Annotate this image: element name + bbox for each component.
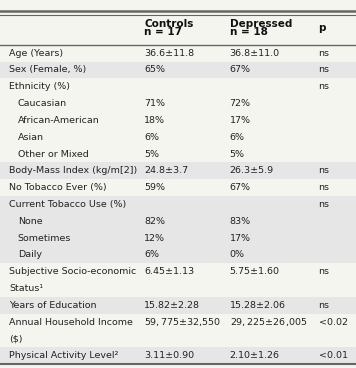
Text: 6%: 6%: [230, 133, 245, 142]
Bar: [0, 280, 356, 297]
Text: 3.11±0.90: 3.11±0.90: [144, 351, 194, 360]
Text: African-American: African-American: [18, 116, 100, 125]
Text: Sex (Female, %): Sex (Female, %): [9, 66, 86, 74]
Text: 18%: 18%: [144, 116, 165, 125]
Text: ns: ns: [319, 200, 330, 209]
Text: <0.02: <0.02: [319, 318, 347, 327]
Text: Current Tobacco Use (%): Current Tobacco Use (%): [9, 200, 126, 209]
Bar: [0, 45, 356, 61]
Bar: [0, 95, 356, 112]
Bar: [0, 61, 356, 78]
Text: 24.8±3.7: 24.8±3.7: [144, 166, 188, 176]
Text: Sometimes: Sometimes: [18, 234, 71, 243]
Bar: [0, 331, 356, 347]
Text: Years of Education: Years of Education: [9, 301, 96, 310]
Text: Depressed: Depressed: [230, 19, 292, 29]
Bar: [0, 11, 356, 45]
Text: 71%: 71%: [144, 99, 165, 108]
Text: No Tobacco Ever (%): No Tobacco Ever (%): [9, 183, 106, 192]
Text: 67%: 67%: [230, 66, 251, 74]
Bar: [0, 162, 356, 179]
Text: p: p: [319, 23, 326, 33]
Text: None: None: [18, 217, 42, 226]
Text: 5%: 5%: [230, 149, 245, 159]
Bar: [0, 196, 356, 213]
Text: 6%: 6%: [144, 133, 159, 142]
Text: Age (Years): Age (Years): [9, 49, 63, 58]
Text: $29,225±$26,005: $29,225±$26,005: [230, 316, 307, 328]
Text: n = 18: n = 18: [230, 26, 267, 36]
Text: 5.75±1.60: 5.75±1.60: [230, 267, 279, 276]
Text: 2.10±1.26: 2.10±1.26: [230, 351, 279, 360]
Text: 5%: 5%: [144, 149, 159, 159]
Text: 26.3±5.9: 26.3±5.9: [230, 166, 274, 176]
Bar: [0, 314, 356, 331]
Text: 72%: 72%: [230, 99, 251, 108]
Text: ns: ns: [319, 82, 330, 91]
Text: Physical Activity Level²: Physical Activity Level²: [9, 351, 118, 360]
Bar: [0, 230, 356, 247]
Text: ns: ns: [319, 66, 330, 74]
Bar: [0, 179, 356, 196]
Text: ns: ns: [319, 166, 330, 176]
Text: 17%: 17%: [230, 116, 251, 125]
Text: n = 17: n = 17: [144, 26, 182, 36]
Text: 15.82±2.28: 15.82±2.28: [144, 301, 200, 310]
Text: Status¹: Status¹: [9, 284, 43, 293]
Text: ns: ns: [319, 49, 330, 58]
Text: 17%: 17%: [230, 234, 251, 243]
Text: 36.6±11.8: 36.6±11.8: [144, 49, 194, 58]
Text: Asian: Asian: [18, 133, 44, 142]
Bar: [0, 112, 356, 129]
Text: 6%: 6%: [144, 251, 159, 259]
Text: 65%: 65%: [144, 66, 165, 74]
Text: 82%: 82%: [144, 217, 165, 226]
Bar: [0, 213, 356, 230]
Text: ns: ns: [319, 301, 330, 310]
Text: $59,775±$32,550: $59,775±$32,550: [144, 316, 221, 328]
Text: 12%: 12%: [144, 234, 165, 243]
Text: 36.8±11.0: 36.8±11.0: [230, 49, 280, 58]
Text: 59%: 59%: [144, 183, 165, 192]
Text: Controls: Controls: [144, 19, 194, 29]
Text: ($): ($): [9, 335, 22, 344]
Bar: [0, 129, 356, 146]
Bar: [0, 297, 356, 314]
Text: 0%: 0%: [230, 251, 245, 259]
Text: 15.28±2.06: 15.28±2.06: [230, 301, 286, 310]
Bar: [0, 247, 356, 263]
Text: Body-Mass Index (kg/m[2]): Body-Mass Index (kg/m[2]): [9, 166, 137, 176]
Bar: [0, 263, 356, 280]
Text: Annual Household Income: Annual Household Income: [9, 318, 133, 327]
Text: ns: ns: [319, 183, 330, 192]
Text: 67%: 67%: [230, 183, 251, 192]
Text: <0.01: <0.01: [319, 351, 347, 360]
Bar: [0, 146, 356, 162]
Text: Subjective Socio-economic: Subjective Socio-economic: [9, 267, 136, 276]
Text: Caucasian: Caucasian: [18, 99, 67, 108]
Text: Ethnicity (%): Ethnicity (%): [9, 82, 70, 91]
Text: ns: ns: [319, 267, 330, 276]
Text: 6.45±1.13: 6.45±1.13: [144, 267, 194, 276]
Text: Daily: Daily: [18, 251, 42, 259]
Bar: [0, 347, 356, 364]
Text: 83%: 83%: [230, 217, 251, 226]
Bar: [0, 78, 356, 95]
Text: Other or Mixed: Other or Mixed: [18, 149, 89, 159]
